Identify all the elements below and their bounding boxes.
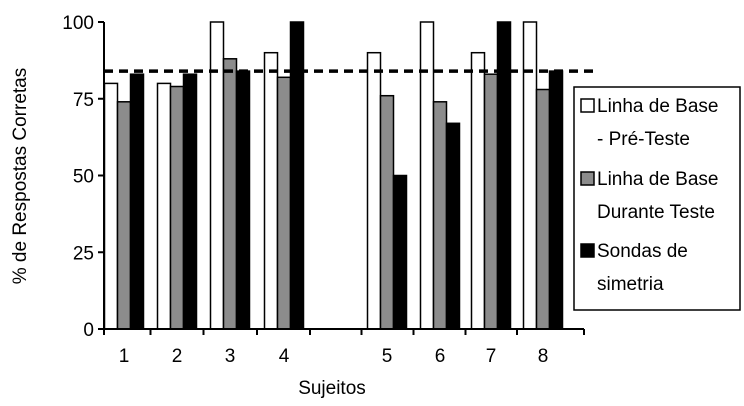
y-tick-label: 25 <box>73 243 94 264</box>
bar-s2-cat4 <box>276 76 292 330</box>
bar-s3-cat6 <box>445 122 461 330</box>
bar-s1-cat1 <box>103 82 119 330</box>
legend-swatch <box>580 171 595 186</box>
bar-s1-cat4 <box>263 51 279 330</box>
legend-swatch <box>580 98 595 113</box>
x-tick-label: 2 <box>172 346 183 367</box>
x-tick-label: 7 <box>486 346 497 367</box>
legend-swatch <box>580 243 595 258</box>
bar-s1-cat5 <box>366 51 382 330</box>
bar-s1-cat2 <box>156 82 172 330</box>
legend-label: Sondas de <box>597 241 688 262</box>
bar-s2-cat6 <box>432 101 448 330</box>
bar-s2-cat2 <box>169 85 185 330</box>
bar-s1-cat3 <box>209 21 225 330</box>
legend-box <box>573 86 741 311</box>
legend-label: - Pré-Teste <box>597 129 690 150</box>
bar-s3-cat3 <box>235 70 251 330</box>
bar-s2-cat5 <box>379 94 395 330</box>
bar-s1-cat8 <box>522 21 538 330</box>
legend-label: Linha de Base <box>597 96 719 117</box>
y-axis-title: % de Respostas Corretas <box>10 68 31 285</box>
legend: Linha de Base - Pré-Teste Linha de Base Dur… <box>573 86 741 311</box>
y-tick-label: 50 <box>73 167 94 188</box>
legend-label: Linha de Base <box>597 169 719 190</box>
bar-s3-cat2 <box>182 73 198 330</box>
y-tick-label: 100 <box>62 13 94 34</box>
x-tick-label: 6 <box>435 346 446 367</box>
bar-s2-cat8 <box>535 88 551 330</box>
bar-s2-cat1 <box>116 101 132 330</box>
x-tick-label: 3 <box>225 346 236 367</box>
bar-s1-cat6 <box>419 21 435 330</box>
x-tick-label: 8 <box>538 346 549 367</box>
y-tick-label: 0 <box>83 320 94 341</box>
y-tick-label: 75 <box>73 90 94 111</box>
bar-s1-cat7 <box>470 51 486 330</box>
x-axis-title: Sujeitos <box>298 378 366 399</box>
bar-s3-cat4 <box>289 21 305 330</box>
x-tick-label: 5 <box>382 346 393 367</box>
bar-s3-cat1 <box>129 73 145 330</box>
bar-s2-cat7 <box>483 73 499 330</box>
bar-s2-cat3 <box>222 58 238 330</box>
bar-s3-cat8 <box>548 70 564 330</box>
legend-label: Durante Teste <box>597 202 715 223</box>
x-tick-label: 4 <box>279 346 290 367</box>
legend-label: simetria <box>597 274 664 295</box>
axes-layer: 0 25 50 75 100 1 2 3 4 5 6 7 8 <box>62 13 585 367</box>
bars-layer <box>103 21 595 330</box>
bar-s3-cat7 <box>496 21 512 330</box>
x-tick-label: 1 <box>119 346 130 367</box>
bar-s3-cat5 <box>392 174 408 330</box>
